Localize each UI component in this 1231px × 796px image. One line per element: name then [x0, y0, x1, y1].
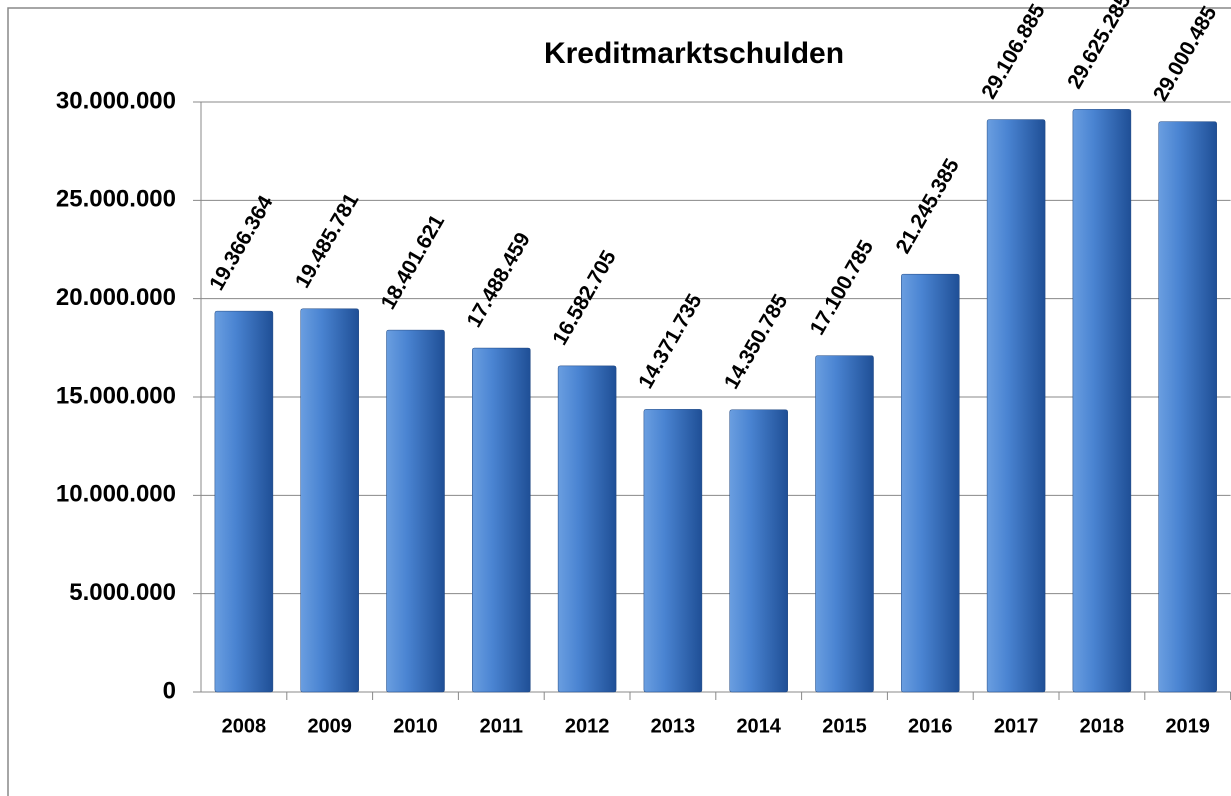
x-tick-label: 2016: [908, 715, 953, 737]
bar: [815, 355, 874, 693]
bar: [472, 347, 531, 693]
bar: [643, 409, 703, 693]
x-tick-label: 2018: [1080, 715, 1125, 737]
bar: [557, 365, 617, 693]
chart-frame: [7, 7, 1231, 796]
x-tick-label: 2009: [307, 715, 352, 737]
x-tick-label: 2011: [480, 715, 523, 737]
y-tick-label: 0: [163, 677, 176, 704]
chart-title: Kreditmarktschulden: [544, 37, 844, 70]
x-tick-label: 2010: [393, 715, 438, 737]
bar: [386, 329, 445, 693]
y-tick-label: 25.000.000: [56, 186, 176, 213]
x-tick-label: 2017: [994, 715, 1039, 737]
bar: [1158, 121, 1217, 693]
x-tick-label: 2014: [736, 715, 781, 737]
y-tick-label: 15.000.000: [56, 382, 176, 409]
bar: [729, 409, 788, 693]
y-tick-label: 20.000.000: [56, 284, 176, 311]
x-tick-label: 2012: [565, 715, 610, 737]
bar: [300, 308, 359, 693]
bar: [1072, 109, 1132, 693]
y-tick-label: 30.000.000: [56, 87, 176, 114]
y-tick-label: 10.000.000: [56, 481, 176, 508]
bar: [986, 119, 1046, 693]
x-tick-label: 2013: [651, 715, 696, 737]
x-tick-label: 2008: [222, 715, 267, 737]
y-tick-label: 5.000.000: [69, 579, 176, 606]
x-tick-label: 2015: [822, 715, 867, 737]
bar: [901, 273, 960, 693]
x-tick-label: 2019: [1165, 715, 1210, 737]
bar: [214, 310, 274, 693]
